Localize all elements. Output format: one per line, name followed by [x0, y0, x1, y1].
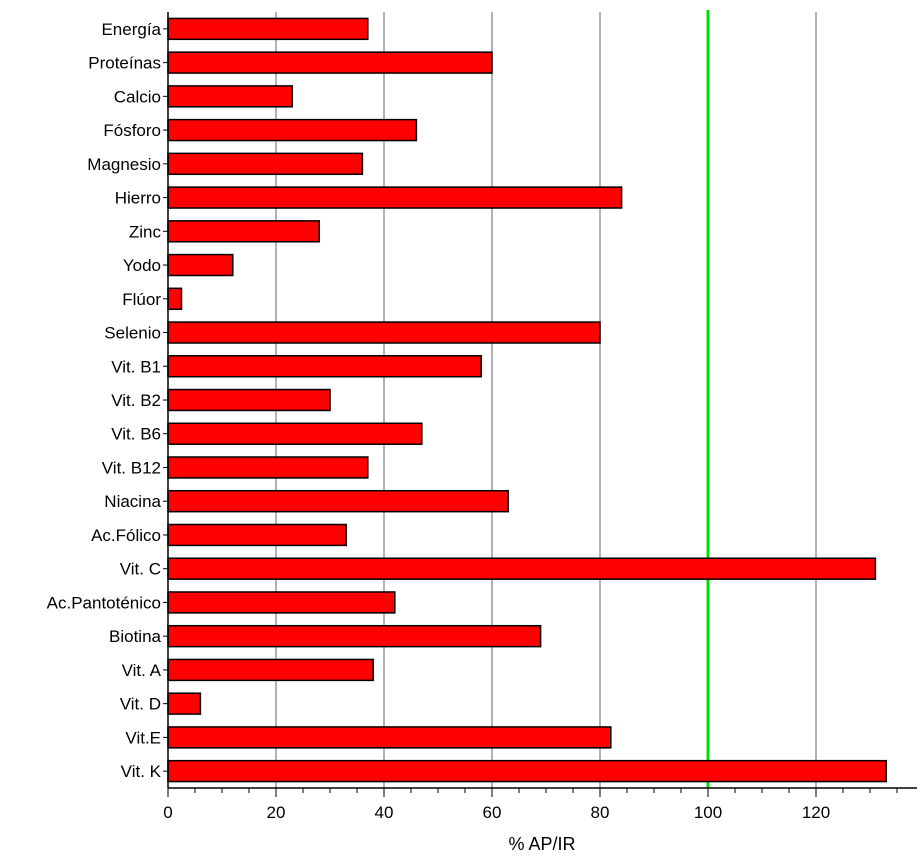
y-tick-label: Ac.Pantoténico: [47, 593, 161, 612]
bar: [167, 287, 183, 310]
bar: [167, 692, 202, 715]
y-tick-label: Calcio: [114, 87, 161, 106]
bars: [167, 17, 887, 783]
y-tick-label: Vit. A: [122, 661, 162, 680]
bar: [167, 759, 887, 783]
bar: [167, 591, 396, 614]
y-tick-label: Magnesio: [87, 155, 161, 174]
bar: [167, 17, 369, 41]
bar: [167, 523, 347, 547]
y-tick-label: Selenio: [104, 324, 161, 343]
bar: [167, 85, 293, 108]
x-tick-label: 100: [694, 803, 722, 822]
bar: [167, 355, 482, 378]
bar: [167, 220, 320, 243]
y-tick-label: Vit. B6: [111, 425, 161, 444]
y-tick-label: Vit. K: [121, 762, 162, 781]
bar: [167, 118, 418, 142]
bar: [167, 490, 509, 513]
x-ticks: 0 20 40 60 80 100 120: [163, 788, 898, 822]
bar: [167, 557, 877, 580]
y-tick-label: Niacina: [104, 492, 161, 511]
y-tick-label: Vit. B2: [111, 391, 161, 410]
bar: [167, 253, 234, 277]
y-tick-label: Vit. B1: [111, 357, 161, 376]
bar: [167, 624, 542, 648]
y-ticks: Energía Proteínas Calcio Fósforo Magnesio Hie…: [47, 20, 168, 781]
grid-lines: [275, 12, 817, 788]
x-axis-title: % AP/IR: [508, 834, 575, 854]
bar: [167, 321, 601, 344]
y-tick-label: Yodo: [123, 256, 161, 275]
y-tick-label: Vit. D: [120, 695, 161, 714]
y-tick-label: Hierro: [115, 189, 161, 208]
y-tick-label: Ac.Fólico: [91, 526, 161, 545]
y-tick-label: Zinc: [129, 222, 162, 241]
y-tick-label: Fósforo: [103, 121, 161, 140]
bar: [167, 51, 493, 74]
bar: [167, 658, 374, 682]
bar: [167, 422, 423, 445]
x-tick-label: 40: [375, 803, 394, 822]
x-tick-label: 60: [483, 803, 502, 822]
bar: [167, 456, 369, 479]
bar: [167, 152, 364, 176]
bar: [167, 388, 331, 412]
y-tick-label: Vit. B12: [102, 458, 161, 477]
y-tick-label: Proteínas: [88, 54, 161, 73]
x-tick-label: 80: [591, 803, 610, 822]
y-tick-label: Biotina: [109, 627, 162, 646]
bar: [167, 726, 612, 749]
bar: [167, 186, 623, 209]
x-tick-label: 120: [802, 803, 830, 822]
y-tick-label: Vit.E: [125, 728, 161, 747]
x-tick-label: 20: [267, 803, 286, 822]
x-tick-label: 0: [163, 803, 172, 822]
y-tick-label: Flúor: [122, 290, 161, 309]
y-tick-label: Energía: [101, 20, 161, 39]
y-tick-label: Vit. C: [120, 560, 161, 579]
